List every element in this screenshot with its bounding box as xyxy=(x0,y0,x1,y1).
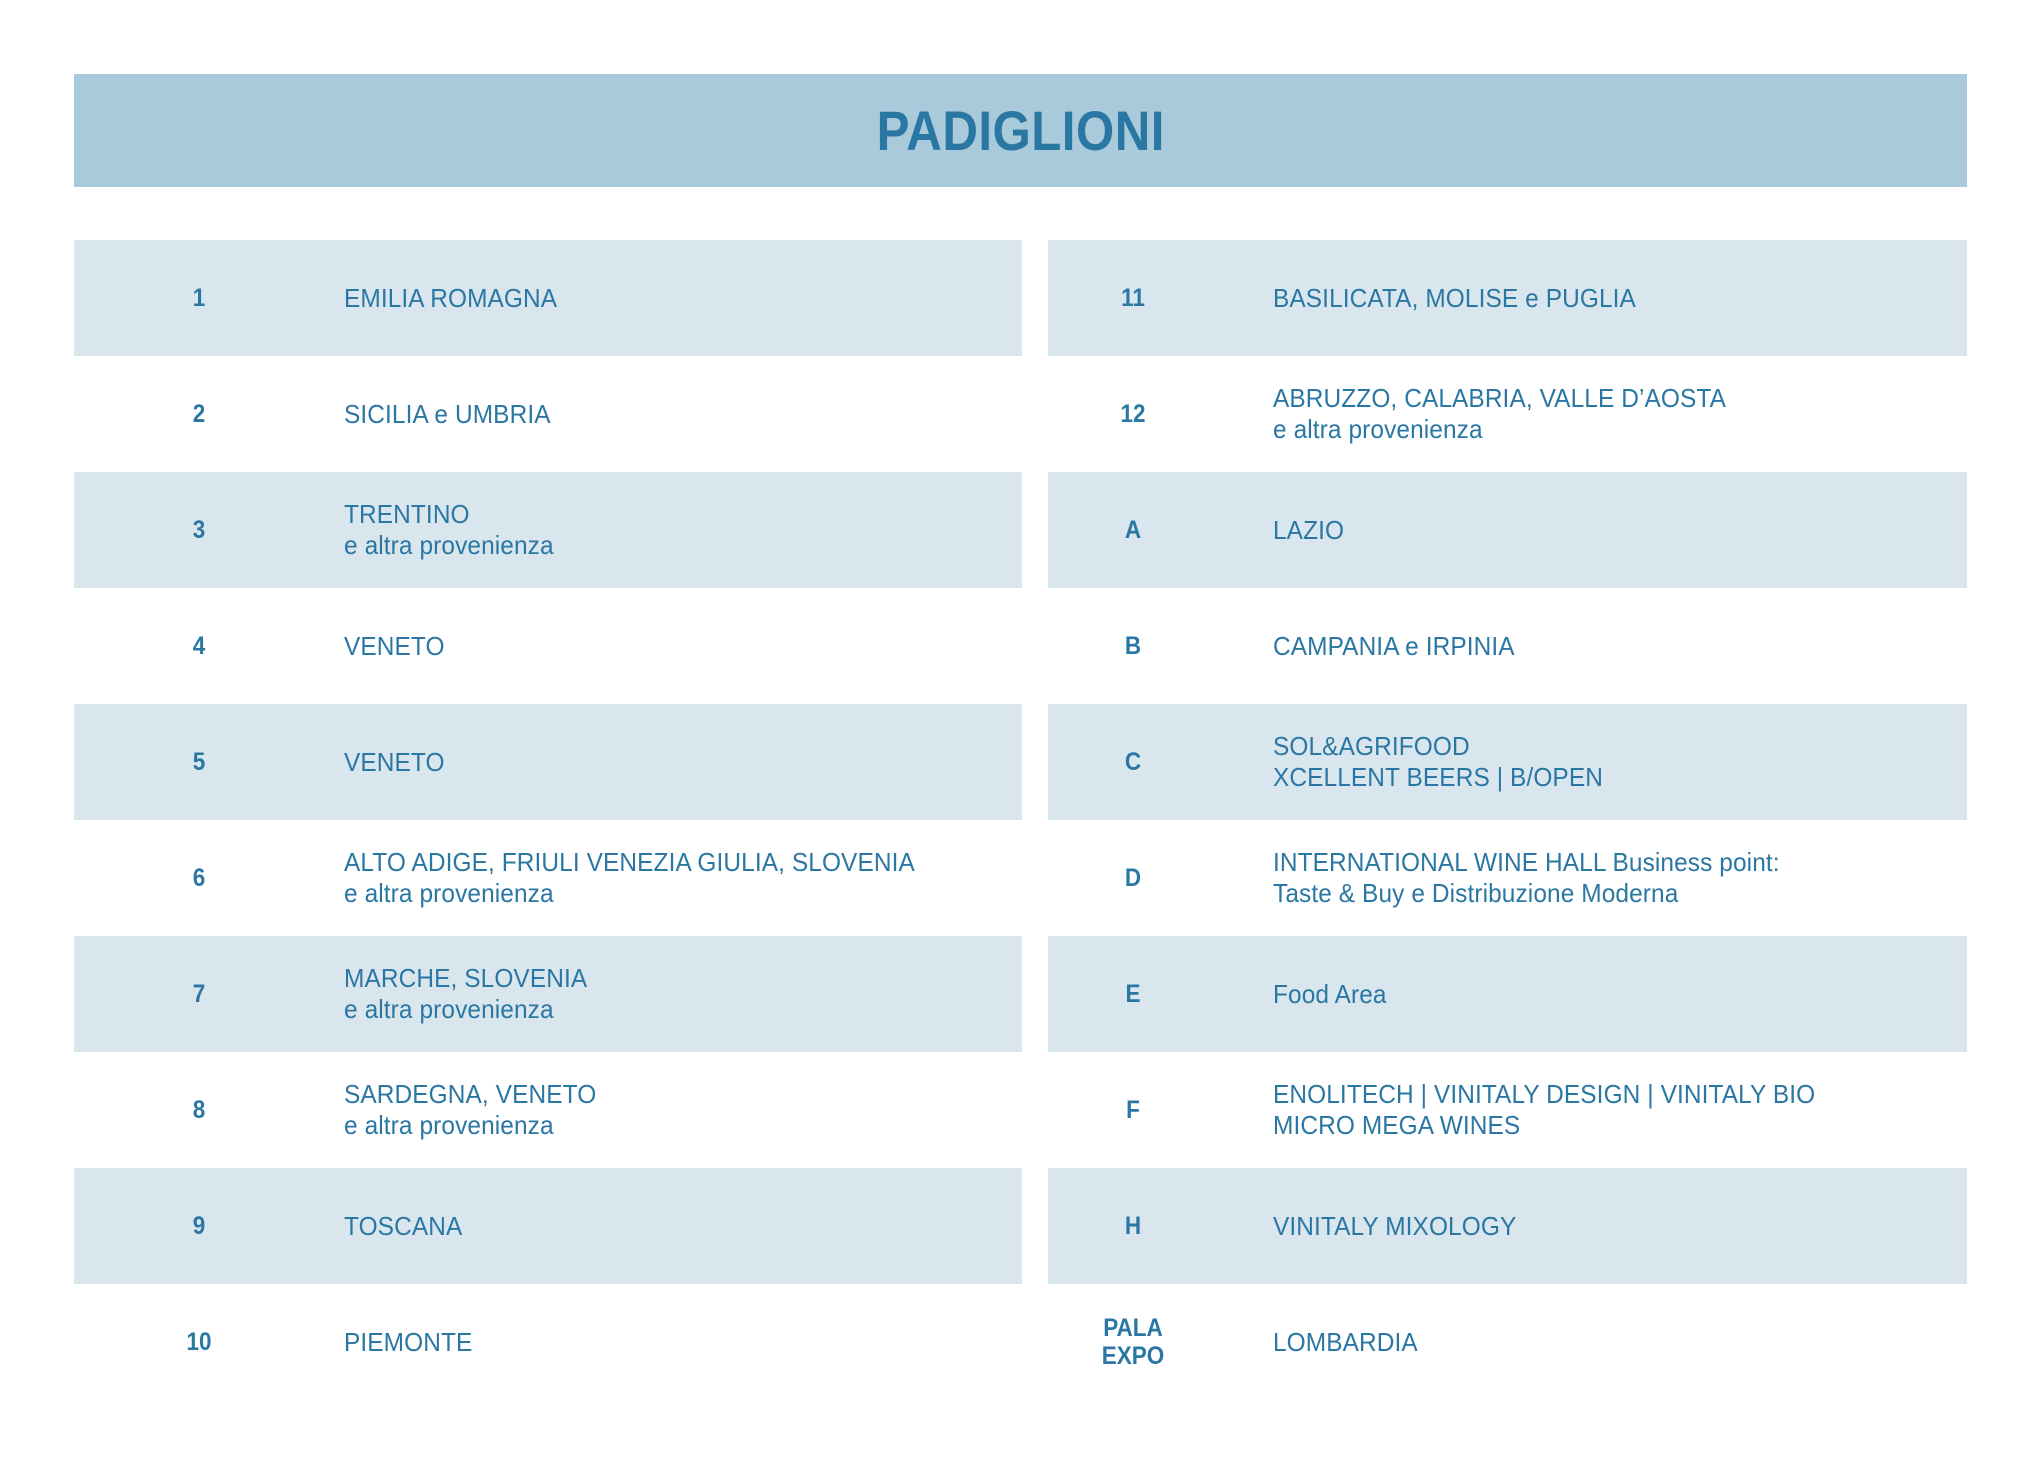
pavilion-row[interactable]: A LAZIO xyxy=(1048,472,1967,588)
pavilion-label: Food Area xyxy=(1273,979,1925,1010)
pavilion-label-line: VENETO xyxy=(344,630,445,661)
pavilion-label: SARDEGNA, VENETO e altra provenienza xyxy=(344,1079,981,1140)
pavilion-list-right: 11 BASILICATA, MOLISE e PUGLIA 12 ABRUZZO, … xyxy=(1048,240,1967,1400)
pavilion-label-line: MICRO MEGA WINES xyxy=(1273,1110,1521,1140)
pavilion-label-line: MARCHE, SLOVENIA xyxy=(344,963,588,994)
pavilion-label-line: BASILICATA, MOLISE e PUGLIA xyxy=(1273,282,1636,313)
pavilion-label-line: e altra provenienza xyxy=(344,530,554,560)
pavilion-label: TOSCANA xyxy=(344,1211,981,1242)
pavilion-label: CAMPANIA e IRPINIA xyxy=(1273,631,1925,662)
pavilion-code: 3 xyxy=(192,516,206,544)
pavilion-label: VENETO xyxy=(344,631,981,662)
pavilion-row[interactable]: 2 SICILIA e UMBRIA xyxy=(74,356,1022,472)
pavilion-code: PALA EXPO xyxy=(1101,1314,1165,1370)
pavilion-row[interactable]: 9 TOSCANA xyxy=(74,1168,1022,1284)
pavilion-label-line: TOSCANA xyxy=(344,1210,463,1241)
pavilion-row[interactable]: E Food Area xyxy=(1048,936,1967,1052)
pavilion-code: 8 xyxy=(192,1096,206,1124)
pavilion-code: C xyxy=(1124,748,1142,776)
pavilion-label-line: SICILIA e UMBRIA xyxy=(344,398,551,429)
pavilion-code: 11 xyxy=(1121,284,1145,312)
pavilion-label: VENETO xyxy=(344,747,981,778)
pavilion-code: 6 xyxy=(192,864,206,892)
pavilion-label-line: VINITALY MIXOLOGY xyxy=(1273,1210,1517,1241)
pavilion-row[interactable]: 3 TRENTINO e altra provenienza xyxy=(74,472,1022,588)
pavilion-row[interactable]: 10 PIEMONTE xyxy=(74,1284,1022,1400)
pavilion-row[interactable]: 6 ALTO ADIGE, FRIULI VENEZIA GIULIA, SLOV… xyxy=(74,820,1022,936)
pavilion-label-line: ENOLITECH | VINITALY DESIGN | VINITALY B… xyxy=(1273,1079,1816,1110)
pavilion-label: LAZIO xyxy=(1273,515,1925,546)
pavilion-label-line: CAMPANIA e IRPINIA xyxy=(1273,630,1515,661)
pavilion-code: 10 xyxy=(186,1328,212,1356)
pavilion-label: INTERNATIONAL WINE HALL Business point: T… xyxy=(1273,847,1925,908)
pavilion-label-line: SARDEGNA, VENETO xyxy=(344,1079,597,1110)
pavilion-label-line: Taste & Buy e Distribuzione Moderna xyxy=(1273,878,1679,908)
pavilion-row[interactable]: 1 EMILIA ROMAGNA xyxy=(74,240,1022,356)
pavilion-label-line: ALTO ADIGE, FRIULI VENEZIA GIULIA, SLOVE… xyxy=(344,847,915,878)
pavilion-label-line: e altra provenienza xyxy=(344,878,554,908)
pavilion-label-line: EMILIA ROMAGNA xyxy=(344,282,558,313)
pavilion-label-line: TRENTINO xyxy=(344,499,470,530)
pavilion-label: SOL&AGRIFOOD XCELLENT BEERS | B/OPEN xyxy=(1273,731,1925,792)
pavilion-label-line: SOL&AGRIFOOD xyxy=(1273,731,1470,762)
pavilion-row[interactable]: H VINITALY MIXOLOGY xyxy=(1048,1168,1967,1284)
pavilion-code: 7 xyxy=(192,980,206,1008)
pavilion-row[interactable]: D INTERNATIONAL WINE HALL Business point:… xyxy=(1048,820,1967,936)
pavilion-code: B xyxy=(1124,632,1142,660)
pavilion-code: 12 xyxy=(1120,400,1146,428)
pavilion-label: BASILICATA, MOLISE e PUGLIA xyxy=(1273,283,1925,314)
pavilion-code: A xyxy=(1124,516,1142,544)
pavilion-label: MARCHE, SLOVENIA e altra provenienza xyxy=(344,963,981,1024)
pavilion-label-line: ABRUZZO, CALABRIA, VALLE D’AOSTA xyxy=(1273,383,1727,414)
pavilion-code: E xyxy=(1125,980,1141,1008)
pavilion-label-line: INTERNATIONAL WINE HALL Business point: xyxy=(1273,847,1780,878)
pavilion-label: TRENTINO e altra provenienza xyxy=(344,499,981,560)
pavilion-label-line: e altra provenienza xyxy=(1273,414,1483,444)
pavilion-label-line: LOMBARDIA xyxy=(1273,1326,1418,1357)
pavilion-label-line: Food Area xyxy=(1273,978,1387,1009)
pavilion-label: ALTO ADIGE, FRIULI VENEZIA GIULIA, SLOVE… xyxy=(344,847,981,908)
pavilion-label-line: e altra provenienza xyxy=(344,994,554,1024)
pavilion-row[interactable]: 5 VENETO xyxy=(74,704,1022,820)
pavilion-list-left: 1 EMILIA ROMAGNA 2 SICILIA e UMBRIA 3 TRENTIN… xyxy=(74,240,1022,1400)
pavilion-code: 2 xyxy=(192,400,206,428)
pavilion-row[interactable]: B CAMPANIA e IRPINIA xyxy=(1048,588,1967,704)
pavilion-code: F xyxy=(1126,1096,1140,1124)
pavilion-label-line: PIEMONTE xyxy=(344,1326,473,1357)
pavilion-code: D xyxy=(1124,864,1142,892)
pavilion-label: EMILIA ROMAGNA xyxy=(344,283,981,314)
pavilion-label-line: VENETO xyxy=(344,746,445,777)
pavilion-row[interactable]: 8 SARDEGNA, VENETO e altra provenienza xyxy=(74,1052,1022,1168)
pavilion-code: 1 xyxy=(192,284,206,312)
pavilion-code: 9 xyxy=(192,1212,206,1240)
page-title-banner: PADIGLIONI xyxy=(74,74,1967,187)
pavilion-code: H xyxy=(1124,1212,1142,1240)
pavilion-label-line: e altra provenienza xyxy=(344,1110,554,1140)
pavilion-label: ABRUZZO, CALABRIA, VALLE D’AOSTA e altra … xyxy=(1273,383,1925,444)
pavilion-label: VINITALY MIXOLOGY xyxy=(1273,1211,1925,1242)
pavilion-label: SICILIA e UMBRIA xyxy=(344,399,981,430)
pavilion-row[interactable]: 12 ABRUZZO, CALABRIA, VALLE D’AOSTA e altr… xyxy=(1048,356,1967,472)
pavilion-row[interactable]: 7 MARCHE, SLOVENIA e altra provenienza xyxy=(74,936,1022,1052)
pavilion-label-line: LAZIO xyxy=(1273,514,1345,545)
pavilion-label-line: XCELLENT BEERS | B/OPEN xyxy=(1273,762,1603,792)
pavilion-row[interactable]: C SOL&AGRIFOOD XCELLENT BEERS | B/OPEN xyxy=(1048,704,1967,820)
pavilion-row[interactable]: 11 BASILICATA, MOLISE e PUGLIA xyxy=(1048,240,1967,356)
page-title: PADIGLIONI xyxy=(876,98,1165,162)
pavilion-code: 4 xyxy=(192,632,206,660)
pavilion-code: 5 xyxy=(192,748,206,776)
pavilion-row[interactable]: F ENOLITECH | VINITALY DESIGN | VINITALY … xyxy=(1048,1052,1967,1168)
pavilion-label: LOMBARDIA xyxy=(1273,1327,1925,1358)
pavilion-label: ENOLITECH | VINITALY DESIGN | VINITALY B… xyxy=(1273,1079,1925,1140)
pavilion-label: PIEMONTE xyxy=(344,1327,981,1358)
pavilion-row[interactable]: 4 VENETO xyxy=(74,588,1022,704)
pavilion-row[interactable]: PALA EXPO LOMBARDIA xyxy=(1048,1284,1967,1400)
